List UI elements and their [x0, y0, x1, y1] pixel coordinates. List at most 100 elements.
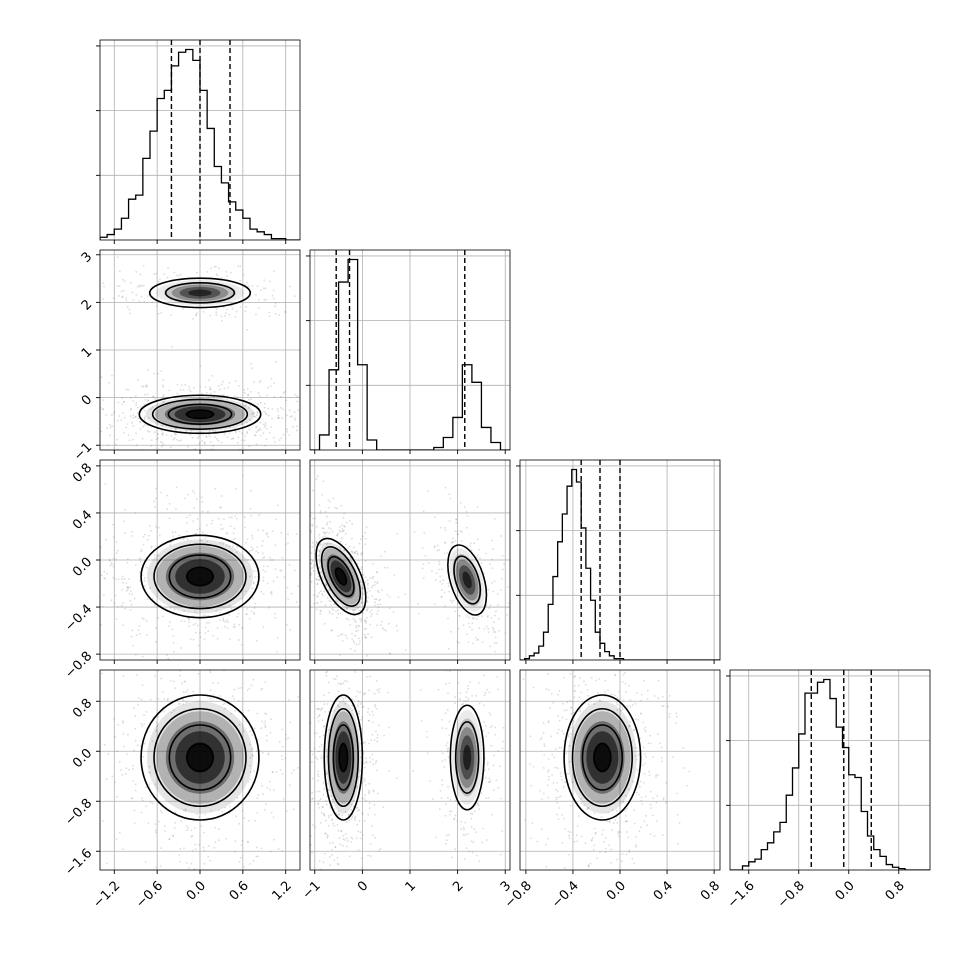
scatter-point: [355, 807, 358, 809]
scatter-point: [624, 682, 627, 685]
scatter-point: [587, 806, 589, 809]
scatter-point: [264, 287, 267, 290]
scatter-point: [452, 537, 455, 540]
scatter-point: [333, 808, 336, 810]
scatter-point: [547, 672, 549, 675]
contour-line-0: [138, 394, 262, 435]
scatter-point: [266, 734, 268, 737]
scatter-point: [372, 714, 375, 717]
scatter-point: [257, 429, 259, 432]
scatter-point: [150, 546, 153, 549]
scatter-point: [307, 569, 309, 571]
scatter-point: [372, 562, 375, 565]
scatter-point: [465, 691, 468, 693]
scatter-point: [268, 780, 271, 783]
scatter-point: [587, 703, 590, 706]
scatter-point: [174, 827, 176, 829]
scatter-point: [457, 681, 460, 684]
scatter-point: [214, 826, 217, 829]
scatter-point: [263, 406, 266, 409]
scatter-point: [437, 688, 440, 691]
scatter-point: [343, 607, 346, 610]
scatter-point: [146, 538, 149, 541]
scatter-point: [174, 821, 176, 824]
scatter-point: [628, 684, 630, 687]
scatter-point: [159, 865, 162, 868]
scatter-point: [548, 775, 550, 778]
scatter-point: [594, 831, 597, 834]
scatter-point: [153, 500, 156, 503]
contour-line-0: [148, 277, 252, 309]
scatter-point: [351, 816, 354, 818]
scatter-point: [219, 909, 221, 911]
scatter-point: [222, 528, 224, 530]
scatter-point: [672, 756, 675, 758]
scatter-point: [450, 630, 452, 633]
scatter-point: [379, 598, 382, 601]
scatter-point: [330, 629, 333, 632]
scatter-point: [568, 834, 570, 837]
scatter-point: [162, 379, 165, 382]
scatter-point: [251, 412, 254, 414]
scatter-point: [253, 412, 256, 414]
scatter-point: [116, 549, 119, 552]
scatter-point: [252, 678, 255, 681]
scatter-point: [325, 770, 327, 773]
scatter-point: [138, 558, 141, 561]
scatter-point: [483, 628, 486, 630]
scatter-point: [69, 405, 71, 407]
scatter-point: [146, 384, 148, 387]
scatter-point: [487, 615, 489, 617]
scatter-point: [374, 705, 377, 708]
scatter-point: [252, 597, 254, 600]
scatter-point: [348, 520, 351, 522]
scatter-point: [674, 722, 677, 724]
scatter-point: [362, 535, 364, 538]
scatter-point: [339, 540, 342, 543]
scatter-point: [191, 850, 194, 852]
scatter-point: [343, 549, 346, 552]
scatter-point: [319, 512, 322, 514]
scatter-point: [364, 633, 366, 636]
scatter-point: [323, 814, 326, 817]
scatter-point: [130, 408, 133, 410]
scatter-point: [423, 532, 426, 534]
scatter-point: [233, 527, 236, 530]
scatter-point: [356, 806, 359, 809]
scatter-point: [255, 426, 257, 429]
scatter-point: [444, 605, 447, 608]
scatter-point: [204, 386, 207, 388]
scatter-point: [225, 544, 228, 547]
scatter-point: [633, 729, 636, 731]
scatter-point: [341, 524, 344, 526]
joint-content: [55, 670, 300, 911]
scatter-point: [431, 570, 433, 573]
scatter-point: [355, 837, 358, 840]
scatter-point: [543, 754, 546, 756]
scatter-point: [634, 718, 637, 720]
scatter-point: [55, 811, 57, 813]
scatter-point: [362, 752, 365, 755]
scatter-point: [82, 406, 84, 408]
scatter-point: [344, 811, 347, 813]
scatter-point: [213, 265, 216, 268]
scatter-point: [216, 637, 219, 640]
scatter-point: [597, 666, 599, 668]
scatter-point: [59, 414, 61, 416]
scatter-point: [271, 530, 274, 532]
scatter-point: [441, 784, 444, 786]
contour-line-0: [447, 544, 488, 616]
scatter-point: [649, 790, 652, 793]
scatter-point: [332, 677, 335, 680]
scatter-point: [214, 436, 216, 438]
scatter-point: [305, 398, 307, 400]
scatter-point: [304, 514, 306, 516]
scatter-point: [344, 833, 347, 835]
scatter-point: [454, 799, 457, 802]
hist-step-line: [520, 468, 720, 660]
scatter-point: [151, 597, 154, 600]
scatter-point: [447, 692, 449, 695]
scatter-point: [226, 308, 229, 311]
scatter-point: [160, 370, 163, 372]
